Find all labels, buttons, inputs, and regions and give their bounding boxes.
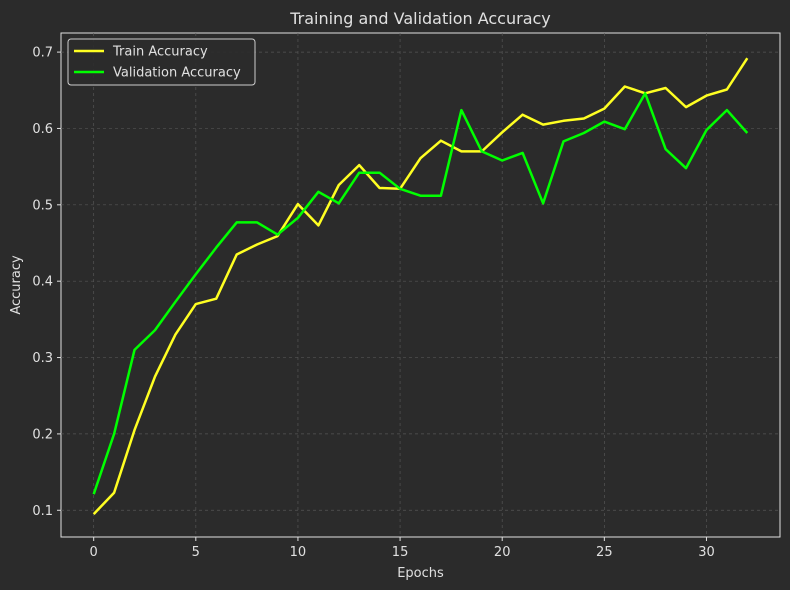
x-tick-label: 30 (698, 545, 715, 560)
x-tick-label: 15 (392, 545, 409, 560)
y-axis-label: Accuracy (9, 255, 24, 315)
x-tick-label: 0 (90, 545, 98, 560)
y-tick-label: 0.6 (32, 122, 53, 137)
x-tick-label: 20 (494, 545, 511, 560)
plot-area (60, 32, 781, 538)
y-tick-label: 0.4 (32, 275, 53, 290)
y-tick-label: 0.2 (32, 427, 53, 442)
y-axis-ticks: 0.1 0.2 0.3 0.4 0.5 0.6 0.7 (32, 46, 61, 519)
chart-title: Training and Validation Accuracy (289, 9, 551, 28)
x-tick-label: 10 (290, 545, 307, 560)
y-tick-label: 0.3 (32, 351, 53, 366)
legend-label-1: Validation Accuracy (113, 66, 241, 81)
y-tick-label: 0.7 (32, 46, 53, 61)
legend-box (67, 38, 256, 86)
y-tick-label: 0.5 (32, 198, 53, 213)
series-lines (92, 57, 749, 515)
x-tick-label: 5 (192, 545, 200, 560)
series-line-0 (92, 57, 749, 515)
legend: Train Accuracy Validation Accuracy (67, 38, 256, 86)
series-line-1 (92, 92, 749, 495)
legend-label-0: Train Accuracy (112, 45, 208, 60)
x-axis-ticks: 0 5 10 15 20 25 30 (90, 537, 715, 560)
x-tick-label: 25 (596, 545, 613, 560)
x-axis-label: Epochs (397, 566, 444, 581)
y-tick-label: 0.1 (32, 504, 53, 519)
grid (61, 33, 780, 537)
